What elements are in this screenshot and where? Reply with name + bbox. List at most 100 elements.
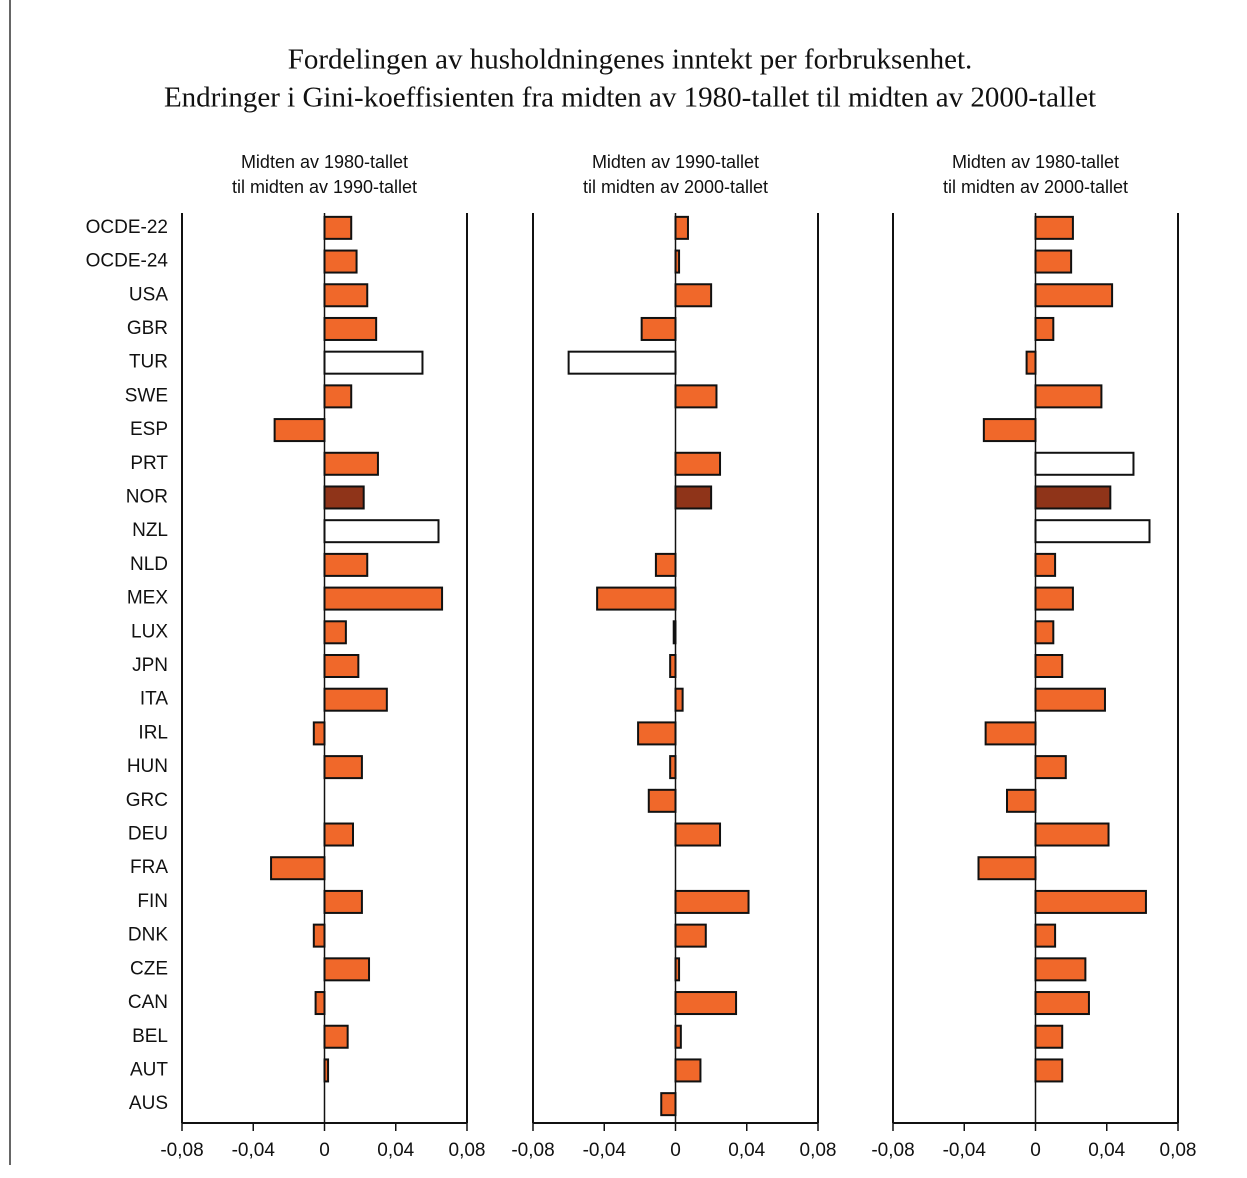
x-tick-label: -0,04	[232, 1140, 276, 1161]
category-label: FRA	[130, 857, 168, 878]
x-tick-label: -0,08	[511, 1140, 554, 1161]
bar	[640, 316, 677, 341]
category-label: DEU	[128, 824, 168, 845]
category-label: AUS	[129, 1093, 168, 1114]
bar	[660, 1092, 677, 1117]
bar	[323, 215, 353, 240]
bar	[323, 384, 353, 409]
category-label: SWE	[125, 385, 168, 406]
x-tick-label: 0	[1030, 1140, 1041, 1161]
bar	[674, 889, 750, 914]
bar	[323, 316, 378, 341]
bar	[674, 991, 738, 1016]
bar	[674, 451, 722, 476]
bar	[1034, 620, 1055, 645]
bar	[984, 721, 1037, 746]
bar	[323, 552, 369, 577]
category-label: HUN	[127, 756, 168, 777]
bar	[1034, 755, 1067, 780]
bar	[1034, 957, 1087, 982]
category-label: DNK	[128, 925, 168, 946]
panel-title: til midten av 2000-tallet	[583, 177, 768, 197]
panel-title: til midten av 1990-tallet	[232, 177, 417, 197]
bar	[323, 889, 363, 914]
category-label: OCDE-24	[86, 251, 169, 272]
bar	[674, 485, 713, 510]
bar	[314, 991, 326, 1016]
bar	[647, 788, 677, 813]
category-label: FIN	[137, 891, 168, 912]
bar	[674, 923, 707, 948]
bar	[674, 1058, 702, 1083]
bar	[1034, 923, 1057, 948]
bar	[270, 856, 326, 881]
bar	[323, 620, 347, 645]
category-label: CAN	[128, 992, 168, 1013]
bar	[674, 1024, 682, 1049]
category-label: USA	[129, 284, 168, 305]
bar	[982, 418, 1037, 443]
bar	[1034, 283, 1114, 308]
x-tick-label: 0,04	[1088, 1140, 1125, 1161]
bar	[312, 721, 326, 746]
bar	[323, 957, 371, 982]
x-tick-label: 0,08	[800, 1140, 837, 1161]
category-label: OCDE-22	[86, 217, 168, 238]
bar	[669, 654, 677, 678]
bar	[312, 923, 326, 948]
bar	[1034, 552, 1057, 577]
bar	[323, 755, 363, 780]
panel-title: Midten av 1980-tallet	[241, 152, 408, 172]
bar	[1034, 215, 1074, 240]
x-tick-label: 0,08	[1160, 1140, 1197, 1161]
bar	[323, 822, 354, 847]
bar	[1034, 519, 1151, 544]
bar	[1034, 1024, 1064, 1049]
bar	[1034, 687, 1106, 712]
bar	[323, 451, 379, 476]
bar	[273, 418, 326, 443]
bar	[1034, 316, 1055, 341]
bar	[323, 586, 444, 611]
bar	[669, 755, 677, 780]
category-label: BEL	[132, 1026, 168, 1047]
x-tick-label: -0,08	[871, 1140, 914, 1161]
chart-title: Fordelingen av husholdningenes inntekt p…	[288, 44, 973, 76]
bar	[1034, 654, 1064, 678]
chart-title: Endringer i Gini-koeffisienten fra midte…	[164, 82, 1096, 114]
panel-title: Midten av 1980-tallet	[952, 152, 1119, 172]
category-label: NLD	[130, 554, 168, 575]
bar	[1025, 350, 1037, 375]
x-tick-label: 0,04	[377, 1140, 414, 1161]
x-tick-label: -0,08	[160, 1140, 203, 1161]
bar	[323, 519, 440, 544]
category-label: NOR	[126, 486, 168, 507]
x-tick-label: 0	[670, 1140, 681, 1161]
bar	[567, 350, 677, 375]
category-label: NZL	[132, 520, 168, 541]
bar	[323, 249, 358, 274]
bar	[674, 215, 689, 240]
bar	[1006, 788, 1037, 813]
category-label: MEX	[127, 588, 169, 609]
bar	[674, 687, 684, 712]
bar	[1034, 586, 1074, 611]
bar	[1034, 1058, 1064, 1083]
bar	[1034, 384, 1103, 409]
category-label: PRT	[130, 453, 168, 474]
category-label: LUX	[131, 621, 168, 642]
bar	[674, 283, 713, 308]
category-label: CZE	[130, 958, 168, 979]
category-label: GBR	[127, 318, 168, 339]
category-label: IRL	[138, 722, 168, 743]
category-label: JPN	[132, 655, 168, 676]
x-tick-label: -0,04	[583, 1140, 627, 1161]
bar	[1034, 451, 1135, 476]
bar	[1034, 889, 1147, 914]
bar	[1034, 249, 1073, 274]
bar	[637, 721, 677, 746]
x-tick-label: 0,04	[728, 1140, 765, 1161]
x-tick-label: 0,08	[449, 1140, 486, 1161]
bar	[674, 822, 722, 847]
